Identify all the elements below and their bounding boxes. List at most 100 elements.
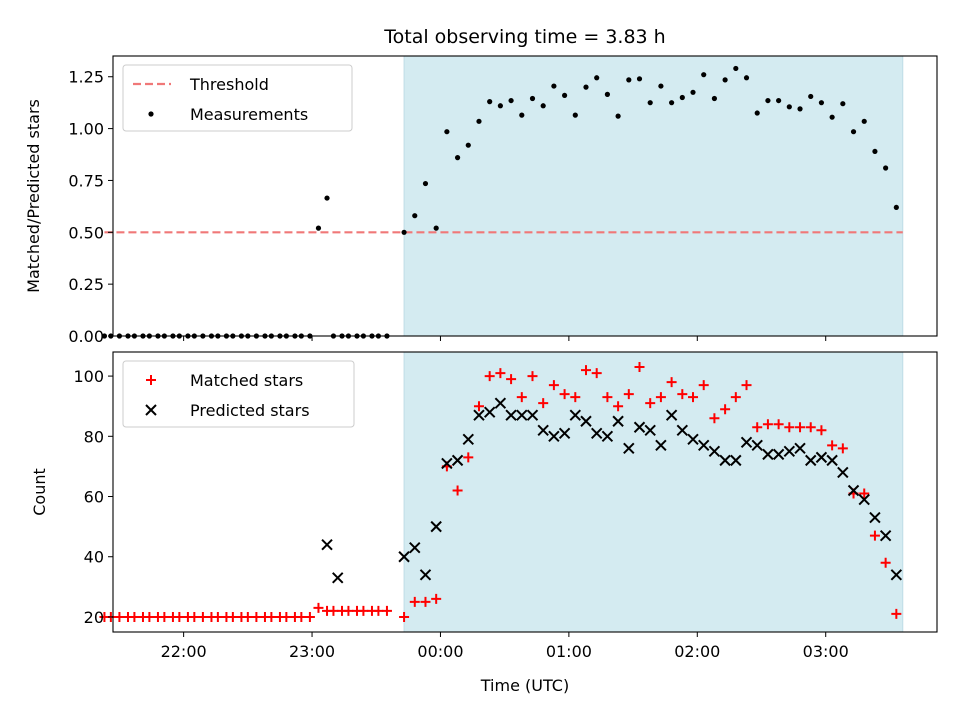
measurement-point — [733, 65, 739, 72]
matched-stars-point — [409, 596, 420, 607]
top-y-tick-label: 1.25 — [68, 68, 104, 87]
predicted-stars-point — [869, 511, 881, 524]
x-axis-label: Time (UTC) — [480, 676, 569, 695]
matched-stars-point — [891, 608, 902, 619]
measurement-point — [722, 77, 728, 83]
predicted-stars-point — [772, 448, 785, 461]
legend-label: Measurements — [190, 105, 308, 124]
bottom-y-axis-label: Count — [30, 468, 49, 516]
legend-label: Predicted stars — [190, 401, 310, 420]
predicted-stars-point — [451, 454, 464, 467]
measurement-point — [487, 99, 493, 105]
predicted-stars-point — [826, 454, 838, 467]
x-tick-label: 03:00 — [803, 642, 849, 661]
bottom-observing-window — [403, 351, 904, 633]
measurement-point — [583, 84, 589, 90]
matched-stars-point — [548, 380, 559, 391]
predicted-stars-point — [890, 569, 903, 581]
predicted-stars-point — [473, 409, 485, 421]
predicted-stars-point — [805, 454, 817, 467]
matched-stars-point — [328, 605, 339, 616]
matched-stars-point — [506, 374, 517, 385]
matched-stars-point — [570, 392, 581, 403]
predicted-stars-point — [462, 433, 474, 446]
matched-stars-point — [784, 422, 795, 433]
bottom-y-tick-label: 20 — [84, 608, 104, 627]
matched-stars-point — [602, 392, 613, 403]
measurement-point — [701, 72, 707, 78]
top-y-tick-label: 0.50 — [68, 223, 104, 242]
x-tick-label: 02:00 — [674, 642, 720, 661]
predicted-stars-point — [441, 457, 453, 470]
matched-stars-point — [212, 611, 223, 622]
predicted-stars-point — [623, 442, 635, 455]
predicted-stars-point — [494, 397, 507, 409]
measurement-point — [658, 83, 664, 89]
matched-stars-point — [114, 611, 125, 622]
matched-stars-point — [343, 605, 354, 616]
measurement-point — [850, 129, 857, 135]
predicted-stars-point — [537, 424, 549, 436]
predicted-stars-point — [633, 421, 646, 433]
measurement-point — [808, 93, 814, 100]
matched-stars-point — [373, 605, 384, 616]
matched-stars-point — [420, 596, 431, 607]
matched-stars-point — [709, 413, 720, 424]
matched-stars-point — [381, 605, 392, 616]
measurement-point — [818, 100, 825, 106]
measurement-point — [711, 95, 718, 102]
predicted-stars-point — [762, 448, 774, 461]
predicted-stars-point — [644, 424, 656, 436]
legend-measurements-swatch — [148, 111, 154, 117]
measurement-point — [636, 76, 643, 82]
matched-stars-point — [795, 422, 806, 433]
top-legend — [122, 64, 353, 132]
predicted-stars-point — [505, 409, 517, 421]
bottom-panel: 22:00 23:00 00:00 01:00 02:00 03:00 20 40 60 80 10… — [73, 351, 938, 661]
predicted-stars-point — [483, 406, 496, 418]
predicted-stars-point — [526, 409, 539, 421]
measurement-point — [551, 83, 557, 89]
matched-stars-point — [805, 422, 816, 433]
measurement-point — [476, 118, 482, 124]
matched-stars-point — [227, 611, 238, 622]
matched-stars-point — [399, 611, 410, 622]
measurement-point — [797, 106, 803, 112]
predicted-stars-point — [516, 409, 528, 421]
predicted-stars-point — [730, 454, 742, 467]
predicted-stars-point — [558, 427, 571, 439]
predicted-stars-point — [847, 484, 860, 497]
matched-stars-point — [655, 392, 666, 403]
bottom-y-tick-label: 40 — [84, 548, 104, 567]
matched-stars-point — [527, 371, 538, 382]
bottom-axes-frame — [112, 351, 938, 633]
matched-stars-point — [129, 611, 140, 622]
measurement-point — [604, 91, 611, 97]
measurement-point — [401, 229, 407, 235]
matched-stars-point — [358, 605, 369, 616]
matched-stars-point — [266, 611, 277, 622]
predicted-stars-point — [719, 454, 731, 467]
measurement-point — [422, 180, 429, 187]
predicted-stars-point — [419, 569, 432, 581]
matched-stars-point — [613, 401, 624, 412]
measurement-point — [615, 113, 621, 119]
predicted-stars-point — [687, 433, 699, 446]
matched-stars-point — [452, 485, 463, 496]
measurement-point — [540, 103, 546, 109]
predicted-stars-point — [858, 493, 870, 506]
measurement-point — [444, 129, 450, 135]
matched-stars-point — [591, 368, 602, 379]
top-observing-window — [403, 55, 904, 337]
predicted-stars-point — [708, 445, 721, 458]
legend-label: Matched stars — [190, 371, 303, 390]
predicted-stars-point — [698, 439, 710, 452]
measurement-point — [786, 104, 792, 110]
measurement-point — [594, 75, 600, 81]
predicted-stars-point — [580, 415, 592, 427]
measurement-point — [101, 333, 108, 339]
matched-stars-point — [516, 392, 527, 403]
legend-matched-swatch — [146, 375, 156, 385]
predicted-stars-point — [569, 409, 582, 421]
bottom-legend — [122, 360, 355, 428]
